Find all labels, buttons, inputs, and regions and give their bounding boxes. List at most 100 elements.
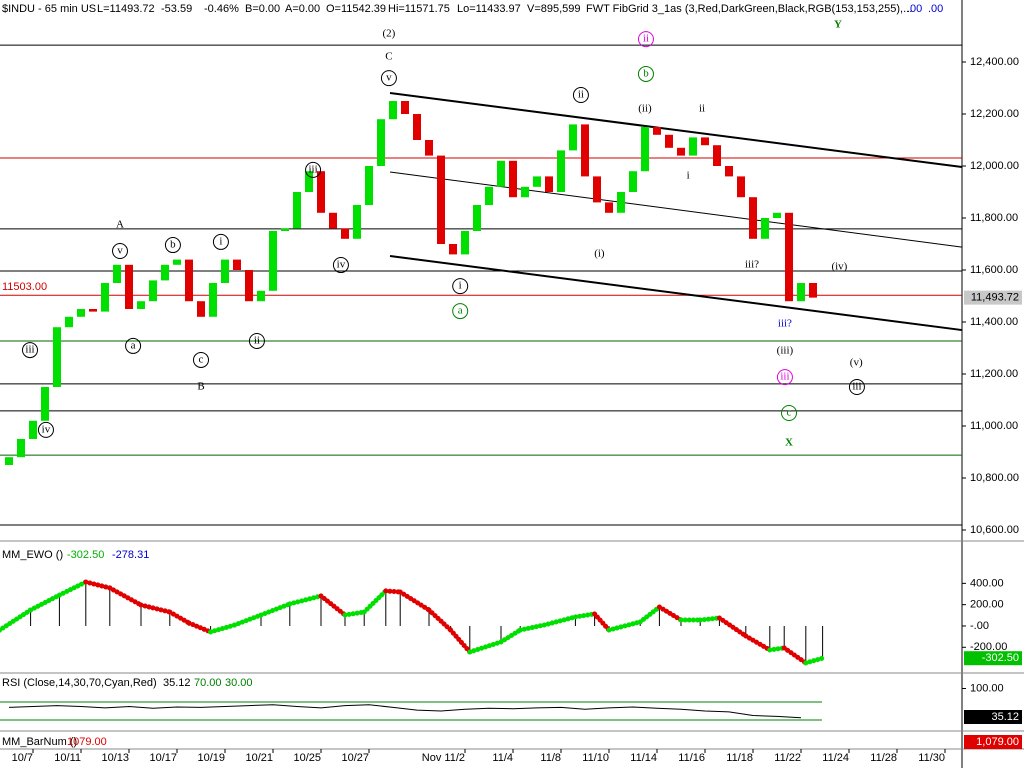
- ewo-line: [28, 592, 62, 613]
- candle: [509, 160, 518, 198]
- x-tick-label: 10/27: [341, 752, 369, 764]
- ewo-line: [0, 607, 34, 633]
- symbol: $INDU - 65 min US: [2, 3, 96, 15]
- candle: [293, 192, 302, 229]
- candle: [473, 205, 482, 232]
- readout: 35.12: [163, 677, 191, 689]
- ewo-line: [397, 589, 432, 613]
- wave-circle: [781, 404, 798, 421]
- ewo-line: [167, 609, 192, 626]
- channel-line: [389, 254, 963, 332]
- x-tick-label: 10/7: [12, 752, 33, 764]
- candle: [593, 176, 602, 203]
- ewo-line: [572, 611, 598, 620]
- y-tick-label: 200.00: [970, 599, 1004, 611]
- ewo-line: [656, 604, 684, 623]
- candle: [365, 166, 374, 206]
- wave-label: iii: [852, 381, 861, 393]
- header-extra: .00: [928, 3, 943, 15]
- candle: [77, 308, 86, 317]
- candle: [521, 186, 530, 198]
- candle: [689, 137, 698, 156]
- wave-label: C: [385, 51, 392, 63]
- wave-label: iv: [337, 259, 346, 271]
- header-field: Hi=11571.75: [388, 3, 450, 15]
- ewo-line: [467, 639, 504, 655]
- candle: [653, 127, 662, 135]
- wave-label: c: [199, 353, 204, 365]
- y-tick-label: 12,400.00: [970, 56, 1019, 68]
- x-tick-label: 10/11: [54, 752, 81, 764]
- wave-label: ii: [254, 335, 260, 347]
- candle: [89, 308, 98, 312]
- ewo-line: [743, 633, 773, 653]
- ewo-line: [541, 614, 578, 628]
- candle: [557, 150, 566, 193]
- wave-label: i: [687, 169, 690, 181]
- ewo-line: [107, 585, 144, 608]
- wave-circle: [380, 70, 397, 87]
- wave-label: Y: [834, 19, 842, 31]
- candle: [17, 438, 26, 458]
- wave-label: A: [116, 219, 124, 231]
- y-tick-label: 11,800.00: [970, 212, 1018, 224]
- candle: [605, 202, 614, 213]
- ewo-line: [186, 620, 214, 635]
- wave-label: ii: [699, 103, 705, 115]
- wave-label: (2): [383, 27, 396, 39]
- y-tick-label: 11,600.00: [970, 264, 1018, 276]
- header-field: B=0.00: [245, 3, 280, 15]
- candle: [425, 140, 434, 156]
- x-tick-label: 11/22: [774, 752, 801, 764]
- wave-label: iii: [780, 371, 789, 383]
- candle: [785, 212, 794, 302]
- ewo-line: [56, 579, 89, 598]
- candle: [233, 259, 242, 270]
- last-value-box: [964, 290, 1022, 305]
- last-value-label: 35.12: [991, 711, 1019, 723]
- x-tick-label: 11/30: [918, 752, 945, 764]
- readout: -302.50: [67, 549, 104, 561]
- candle: [221, 259, 230, 283]
- ewo-line: [426, 607, 454, 633]
- candle: [101, 282, 110, 312]
- ewo-line: [606, 619, 643, 633]
- wave-label: iii: [25, 344, 34, 356]
- candle: [41, 386, 50, 421]
- candle: [737, 176, 746, 198]
- header-field: V=895,599: [527, 3, 581, 15]
- x-tick-label: 10/19: [197, 752, 225, 764]
- last-value-box: [964, 710, 1022, 724]
- candle: [317, 171, 326, 213]
- panel-title: MM_BarNum (): [2, 736, 77, 748]
- candle: [773, 212, 782, 219]
- wave-label: iii?: [745, 259, 759, 271]
- y-tick-label: 10,800.00: [970, 472, 1019, 484]
- candle: [749, 197, 758, 239]
- wave-circle: [332, 257, 349, 274]
- panel-title: MM_EWO (): [2, 549, 63, 561]
- level-label: 11503.00: [2, 281, 47, 293]
- header-field: FWT FibGrid 3_1as (3,Red,DarkGreen,Black…: [586, 3, 912, 15]
- candle: [449, 244, 458, 255]
- readout: 1079.00: [67, 736, 107, 748]
- wave-label: (v): [850, 357, 863, 369]
- y-tick-label: -200.00: [970, 641, 1007, 653]
- ewo-line: [342, 609, 367, 618]
- candle: [53, 327, 62, 387]
- wave-circle: [452, 278, 469, 295]
- wave-circle: [22, 342, 39, 359]
- x-tick-label: 11/28: [870, 752, 897, 764]
- wave-label: b: [170, 239, 176, 251]
- ewo-line: [83, 579, 113, 591]
- candle: [677, 147, 686, 156]
- y-tick-label: 10,600.00: [970, 524, 1019, 536]
- last-value-box: [964, 651, 1022, 666]
- wave-circle: [572, 87, 589, 104]
- ewo-line: [517, 622, 547, 633]
- candle: [173, 259, 182, 265]
- wave-circle: [776, 369, 793, 386]
- header-field: Lo=11433.97: [457, 3, 521, 15]
- x-tick-label: 10/25: [293, 752, 321, 764]
- x-tick-label: 11/4: [492, 752, 513, 764]
